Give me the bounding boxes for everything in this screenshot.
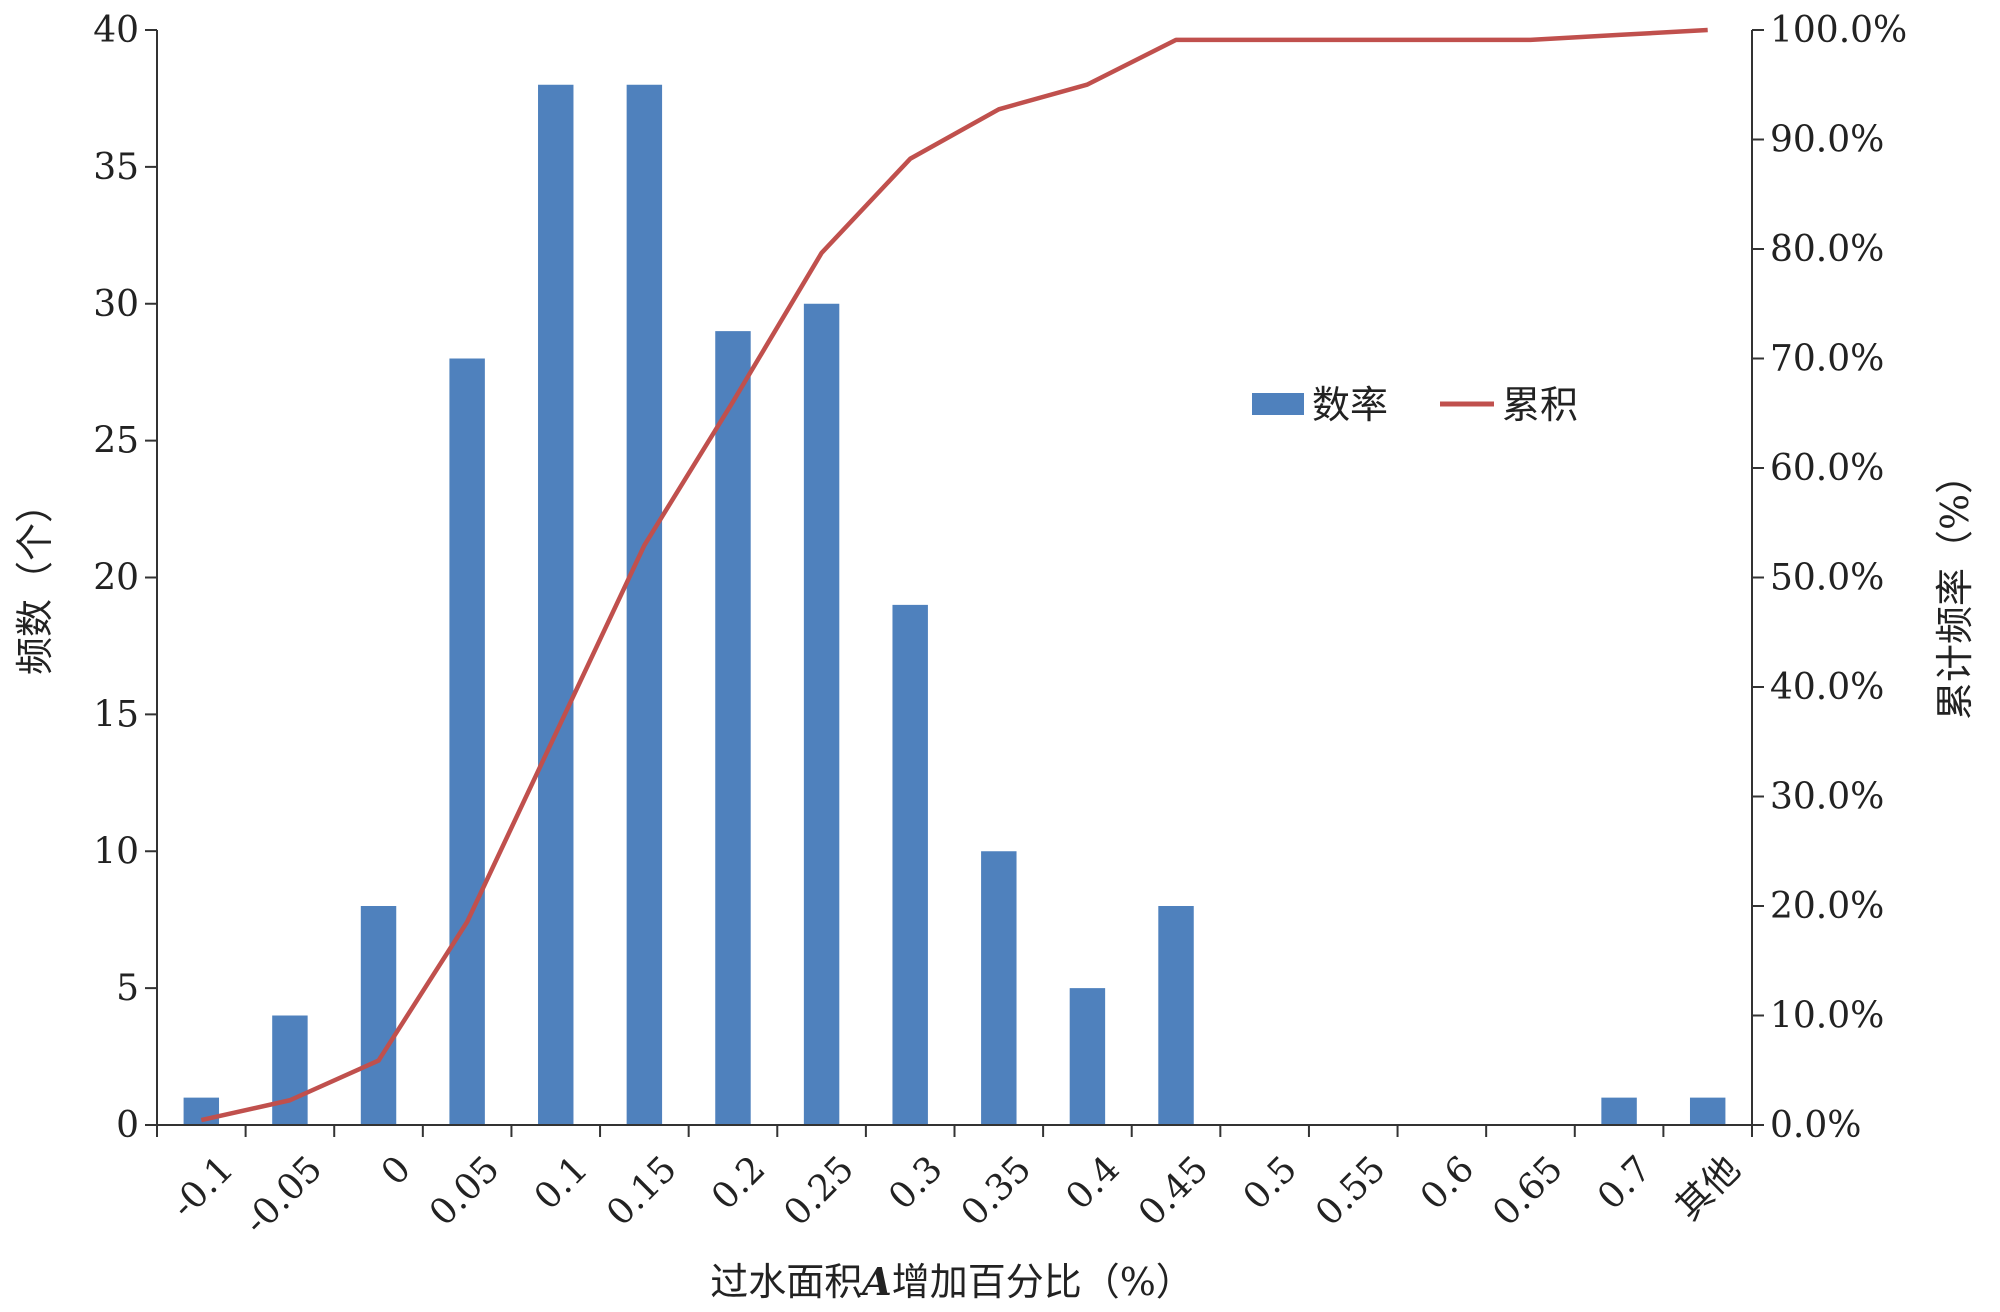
y2-tick-label-9: 90.0% (1770, 120, 1884, 161)
bar-8 (892, 605, 927, 1125)
secondary-y-axis-title: 累计频率（%） (1933, 456, 1977, 720)
x-axis-title: 过水面积A增加百分比（%） (710, 1259, 1194, 1304)
x-tick-label-3: 0.05 (422, 1148, 508, 1234)
x-tick-label-6: 0.2 (704, 1148, 773, 1217)
x-tick-label-13: 0.55 (1308, 1148, 1394, 1234)
y-tick-label-3: 15 (93, 694, 139, 735)
y-axis-title: 频数（个） (13, 485, 57, 675)
y-tick-label-1: 5 (116, 968, 139, 1009)
y-tick-label-4: 20 (93, 558, 139, 599)
cumulative-line-layer (201, 30, 1708, 1120)
bar-9 (981, 851, 1016, 1125)
legend-swatch-bar (1252, 393, 1304, 415)
legend-label-bar: 数率 (1312, 383, 1388, 427)
bar-7 (804, 304, 839, 1125)
x-tick-label-4: 0.1 (527, 1148, 596, 1217)
y2-tick-label-8: 80.0% (1770, 229, 1884, 270)
x-axis-title-italic-a: A (859, 1259, 891, 1304)
bar-0 (184, 1098, 219, 1125)
bar-11 (1158, 906, 1193, 1125)
y2-tick-label-6: 60.0% (1770, 448, 1884, 489)
bar-10 (1070, 988, 1105, 1125)
y2-tick-label-5: 50.0% (1770, 558, 1884, 599)
y-tick-label-2: 10 (93, 831, 139, 872)
bars-layer (184, 85, 1726, 1125)
x-tick-label-0: -0.1 (164, 1148, 242, 1226)
bar-2 (361, 906, 396, 1125)
x-tick-label-12: 0.5 (1236, 1148, 1305, 1217)
x-tick-label-17: 其他 (1668, 1148, 1748, 1228)
x-tick-label-1: -0.05 (236, 1148, 330, 1242)
y-tick-label-6: 30 (93, 284, 139, 325)
y-tick-label-8: 40 (93, 10, 139, 51)
x-tick-label-15: 0.65 (1485, 1148, 1571, 1234)
bar-16 (1601, 1098, 1636, 1125)
y-tick-label-7: 35 (93, 147, 139, 188)
legend-label-line: 累积 (1502, 383, 1578, 427)
y2-tick-label-4: 40.0% (1770, 667, 1884, 708)
bar-1 (272, 1016, 307, 1126)
cumulative-line (201, 30, 1707, 1120)
bar-6 (715, 331, 750, 1125)
y2-tick-label-0: 0.0% (1770, 1105, 1861, 1146)
x-axis-title-part-2: 增加百分比（%） (892, 1260, 1194, 1304)
y2-tick-label-7: 70.0% (1770, 339, 1884, 380)
y-tick-label-5: 25 (93, 421, 139, 462)
y2-tick-label-2: 20.0% (1770, 886, 1884, 927)
bar-4 (538, 85, 573, 1125)
y2-tick-label-3: 30.0% (1770, 777, 1884, 818)
x-tick-label-14: 0.6 (1413, 1148, 1482, 1217)
y2-tick-label-10: 100.0% (1770, 10, 1907, 51)
x-tick-label-16: 0.7 (1590, 1148, 1659, 1217)
x-tick-label-11: 0.45 (1131, 1148, 1217, 1234)
bar-3 (449, 359, 484, 1126)
bar-5 (627, 85, 662, 1125)
bar-17 (1690, 1098, 1725, 1125)
y2-tick-label-1: 10.0% (1770, 996, 1884, 1037)
x-tick-label-7: 0.25 (776, 1148, 862, 1234)
x-axis-title-part-1: 过水面积 (710, 1260, 862, 1304)
x-tick-label-5: 0.15 (599, 1148, 685, 1234)
x-tick-label-2: 0 (374, 1148, 419, 1193)
x-tick-label-9: 0.35 (954, 1148, 1040, 1234)
legend: 数率 累积 (1252, 383, 1578, 427)
x-tick-label-10: 0.4 (1058, 1148, 1127, 1217)
x-tick-label-8: 0.3 (881, 1148, 950, 1217)
y-tick-label-0: 0 (116, 1105, 139, 1146)
